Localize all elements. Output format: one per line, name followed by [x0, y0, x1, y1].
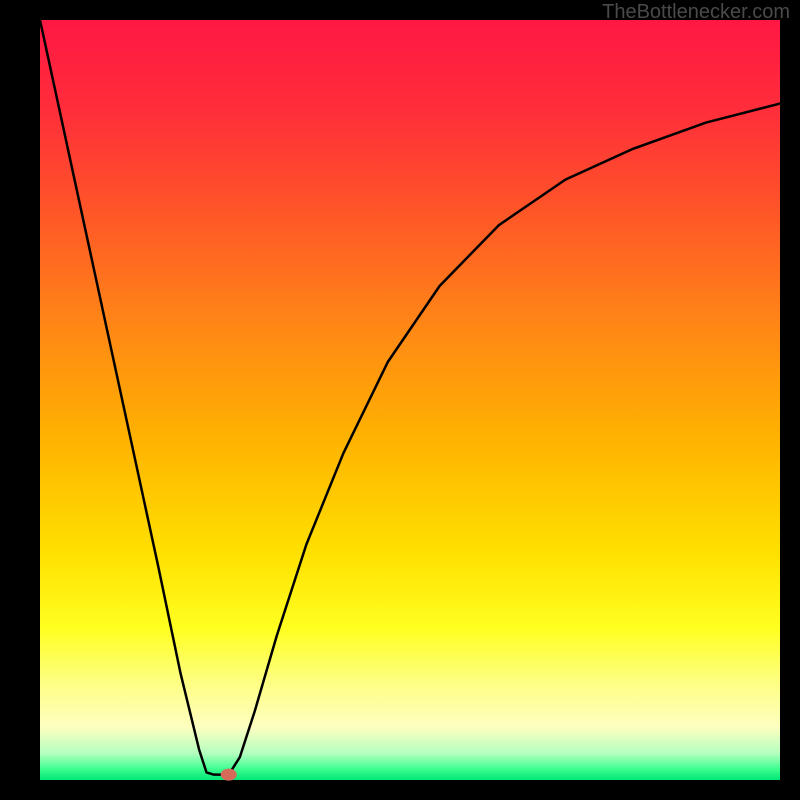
plot-gradient-background [40, 20, 780, 780]
bottleneck-chart: TheBottlenecker.com [0, 0, 800, 800]
optimal-point-marker [221, 769, 237, 781]
attribution-text: TheBottlenecker.com [602, 1, 790, 23]
